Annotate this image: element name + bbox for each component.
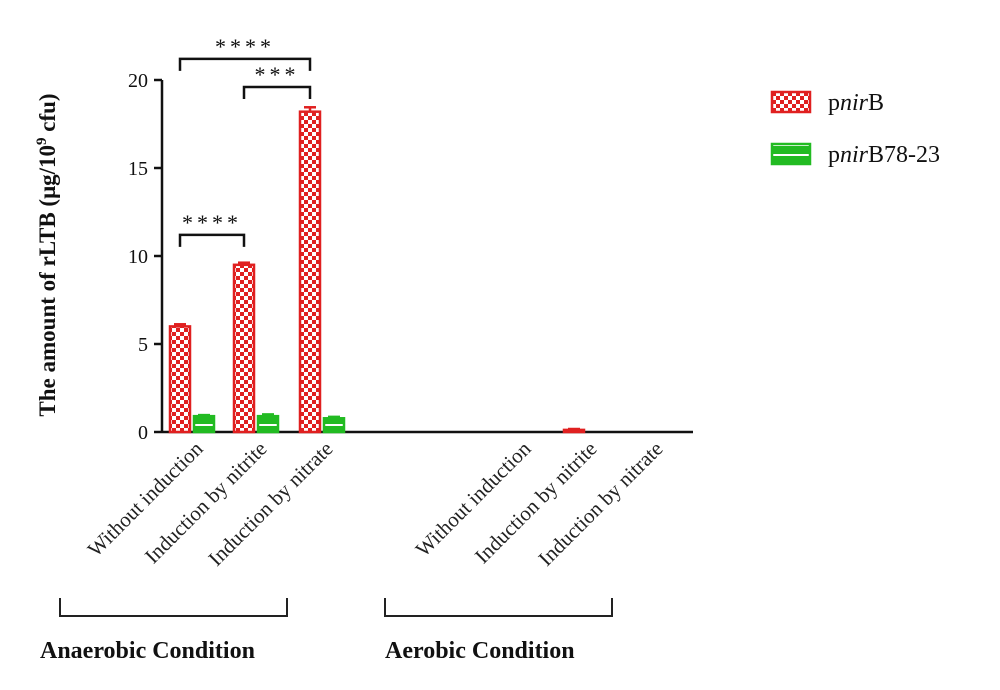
bar bbox=[168, 325, 192, 434]
y-tick-label: 10 bbox=[128, 246, 148, 268]
significance-label: **** bbox=[182, 210, 242, 235]
y-axis-label: The amount of rLTB (μg/109 cfu) bbox=[34, 93, 60, 416]
bar bbox=[256, 414, 280, 434]
x-tick-label: Induction by nitrite bbox=[140, 437, 272, 569]
x-tick-label: Induction by nitrate bbox=[533, 437, 667, 571]
legend-entry: pnirB78-23 bbox=[770, 142, 940, 168]
bar bbox=[298, 110, 322, 434]
x-tick-label: Without induction bbox=[411, 436, 536, 561]
x-tick-label: Induction by nitrite bbox=[470, 437, 602, 569]
legend-label: pnirB bbox=[828, 90, 884, 116]
bar bbox=[232, 263, 256, 434]
group-bracket bbox=[384, 598, 613, 617]
significance-label: **** bbox=[215, 34, 275, 59]
significance-label: *** bbox=[255, 62, 300, 87]
group-label: Anaerobic Condition bbox=[40, 638, 255, 664]
y-tick-label: 0 bbox=[138, 422, 148, 444]
significance-bracket: **** bbox=[178, 34, 312, 71]
legend-swatch bbox=[770, 90, 812, 114]
x-tick-label: Without induction bbox=[83, 436, 208, 561]
significance-bracket: **** bbox=[178, 210, 246, 247]
significance-bracket: *** bbox=[242, 62, 312, 100]
bar bbox=[192, 414, 216, 434]
significance-brackets: *********** bbox=[178, 34, 312, 247]
group-label: Aerobic Condition bbox=[385, 638, 575, 664]
legend-swatch bbox=[770, 142, 812, 166]
y-tick-label: 20 bbox=[128, 70, 148, 92]
legend-label: pnirB78-23 bbox=[828, 142, 940, 168]
x-tick-label: Induction by nitrate bbox=[203, 437, 337, 571]
axes: 0 5 10 15 20 bbox=[128, 70, 693, 444]
bar bbox=[322, 417, 346, 434]
legend: pnirB pnirB78-23 bbox=[770, 90, 940, 168]
bars bbox=[168, 106, 586, 434]
legend-entry: pnirB bbox=[770, 90, 884, 116]
y-tick-label: 5 bbox=[138, 334, 148, 356]
group-bracket bbox=[59, 598, 288, 617]
y-tick-label: 15 bbox=[128, 158, 148, 180]
